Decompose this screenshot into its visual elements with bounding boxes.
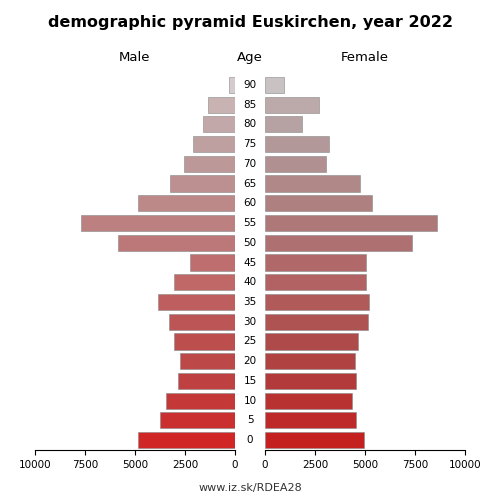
Text: 10: 10	[244, 396, 256, 406]
Text: 45: 45	[244, 258, 256, 268]
Bar	[265, 314, 368, 330]
Text: 40: 40	[244, 277, 256, 287]
Text: 90: 90	[244, 80, 256, 90]
Bar	[265, 254, 366, 270]
Text: 30: 30	[244, 316, 256, 326]
Bar	[166, 392, 235, 409]
Text: 55: 55	[244, 218, 256, 228]
Text: 85: 85	[244, 100, 256, 110]
Bar	[160, 412, 235, 428]
Bar	[193, 136, 235, 152]
Bar	[81, 215, 235, 231]
Bar	[178, 373, 235, 389]
Bar	[208, 96, 235, 112]
Bar	[265, 215, 437, 231]
Bar	[265, 274, 366, 290]
Text: Male: Male	[120, 51, 151, 64]
Bar	[203, 116, 235, 132]
Text: Age: Age	[237, 51, 263, 64]
Bar	[265, 432, 364, 448]
Bar	[118, 234, 235, 251]
Text: 0: 0	[247, 435, 254, 445]
Bar	[265, 353, 355, 370]
Bar	[265, 412, 356, 428]
Bar	[265, 195, 372, 212]
Bar	[265, 116, 302, 132]
Bar	[265, 96, 319, 112]
Text: 15: 15	[244, 376, 256, 386]
Bar	[174, 334, 235, 349]
Bar	[265, 392, 352, 409]
Text: 35: 35	[244, 297, 256, 307]
Bar	[170, 176, 235, 192]
Text: 65: 65	[244, 178, 256, 188]
Text: 60: 60	[244, 198, 256, 208]
Text: 80: 80	[244, 120, 256, 130]
Bar	[265, 373, 356, 389]
Bar	[265, 294, 369, 310]
Text: 5: 5	[246, 416, 254, 426]
Bar	[228, 77, 235, 93]
Text: 25: 25	[244, 336, 256, 346]
Bar	[138, 432, 235, 448]
Bar	[265, 77, 284, 93]
Text: demographic pyramid Euskirchen, year 2022: demographic pyramid Euskirchen, year 202…	[48, 15, 452, 30]
Bar	[158, 294, 235, 310]
Bar	[174, 274, 235, 290]
Bar	[180, 353, 235, 370]
Bar	[184, 156, 235, 172]
Bar	[265, 156, 326, 172]
Bar	[138, 195, 235, 212]
Bar	[169, 314, 235, 330]
Bar	[265, 136, 329, 152]
Bar	[265, 176, 360, 192]
Text: 75: 75	[244, 139, 256, 149]
Text: 20: 20	[244, 356, 256, 366]
Text: Female: Female	[341, 51, 389, 64]
Text: 70: 70	[244, 159, 256, 169]
Text: 50: 50	[244, 238, 256, 248]
Text: www.iz.sk/RDEA28: www.iz.sk/RDEA28	[198, 482, 302, 492]
Bar	[190, 254, 235, 270]
Bar	[265, 234, 412, 251]
Bar	[265, 334, 358, 349]
